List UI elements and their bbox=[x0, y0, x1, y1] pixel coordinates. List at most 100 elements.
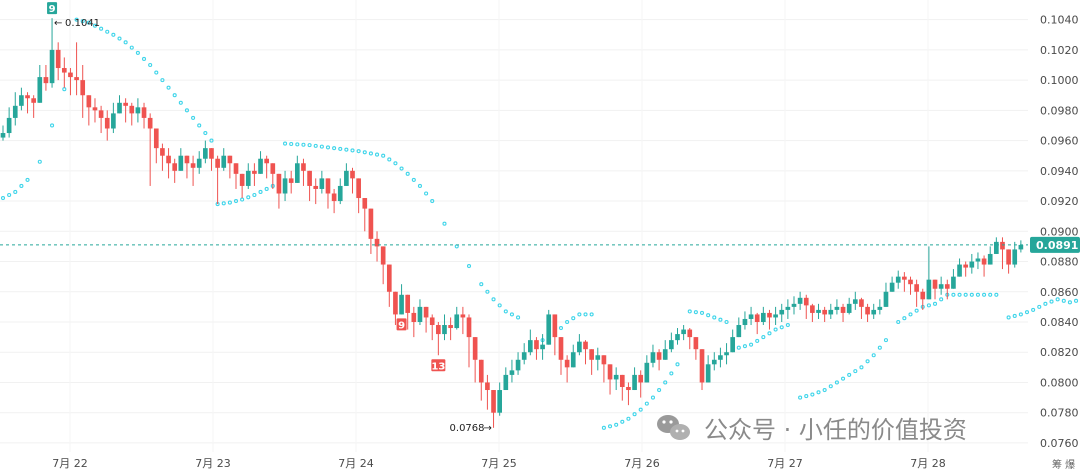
sar-dot bbox=[969, 292, 974, 297]
candle-body bbox=[773, 314, 778, 318]
sar-dot bbox=[203, 130, 208, 136]
candle-body bbox=[460, 314, 466, 318]
candle-body bbox=[938, 284, 944, 289]
sar-dot bbox=[693, 310, 698, 315]
sar-dot bbox=[442, 221, 447, 226]
sar-dot bbox=[307, 143, 312, 148]
candle-body bbox=[288, 178, 294, 183]
sar-dot bbox=[632, 412, 637, 417]
candle-body bbox=[951, 276, 956, 289]
sar-dot bbox=[712, 315, 717, 320]
candle-body bbox=[92, 107, 98, 111]
candle-body bbox=[564, 359, 570, 368]
candle-body bbox=[393, 291, 398, 315]
sar-dot bbox=[669, 371, 674, 376]
candle-body bbox=[454, 314, 460, 329]
candle-body bbox=[86, 95, 92, 108]
candle-body bbox=[1012, 249, 1018, 265]
candle-body bbox=[889, 282, 895, 292]
sar-dot bbox=[761, 335, 766, 340]
sar-dot bbox=[896, 319, 901, 325]
candle-body bbox=[883, 291, 889, 307]
candle-body bbox=[147, 117, 153, 129]
candle-body bbox=[43, 77, 49, 84]
candle-body bbox=[0, 133, 6, 138]
candle-body bbox=[607, 364, 613, 380]
current-price-tag-background bbox=[1030, 236, 1080, 253]
sar-dot bbox=[362, 150, 367, 155]
sar-dot bbox=[724, 319, 729, 325]
sar-dot bbox=[332, 146, 337, 151]
sar-dot bbox=[939, 297, 944, 302]
current-price-tag: 0.0891 bbox=[1030, 236, 1080, 253]
candle-body bbox=[540, 344, 545, 350]
y-axis: 0.1040 0.1020 0.1000 0.0980 0.0960 0.0940 0.09… bbox=[1040, 14, 1079, 450]
sar-dot bbox=[129, 45, 134, 50]
sar-dot bbox=[865, 359, 870, 364]
candle-body bbox=[31, 98, 36, 103]
sar-dot bbox=[466, 264, 472, 269]
sar-dot bbox=[411, 177, 416, 182]
candle-body bbox=[276, 173, 282, 194]
sar-dot bbox=[503, 309, 508, 314]
candle-body bbox=[55, 49, 61, 69]
candle-body bbox=[724, 352, 729, 356]
td-sequential-tags: 9 9 13 bbox=[47, 2, 446, 372]
candle-body bbox=[675, 334, 680, 341]
candle-body bbox=[264, 158, 269, 164]
candle-body bbox=[705, 364, 711, 383]
candle-body bbox=[325, 178, 331, 194]
sar-dot bbox=[154, 70, 159, 75]
candle-body bbox=[748, 314, 754, 319]
sar-dot bbox=[344, 147, 349, 152]
sar-dot bbox=[1037, 304, 1042, 309]
candle-body bbox=[944, 284, 950, 289]
sar-dot bbox=[387, 157, 392, 162]
y-tick-label: 0.1000 bbox=[1040, 74, 1079, 87]
candle-body bbox=[129, 105, 135, 114]
sar-dot bbox=[755, 338, 760, 343]
candle-body bbox=[521, 352, 527, 360]
x-tick-label: 7月 25 bbox=[481, 457, 517, 470]
candle-body bbox=[527, 340, 533, 353]
candle-body bbox=[386, 264, 392, 292]
x-tick-label: 7月 28 bbox=[910, 457, 946, 470]
candle-body bbox=[791, 303, 797, 307]
candle-body bbox=[828, 309, 834, 315]
candle-body bbox=[957, 264, 962, 277]
sar-dot bbox=[62, 87, 67, 92]
sar-dot bbox=[626, 416, 631, 421]
sar-dot bbox=[485, 289, 490, 294]
candle-body bbox=[252, 170, 257, 174]
candle-body bbox=[166, 155, 171, 164]
candle-body bbox=[552, 314, 558, 338]
candle-body bbox=[448, 325, 453, 329]
watermark-text: 公众号 · 小任的价值投资 bbox=[704, 416, 967, 444]
td-tag-background bbox=[396, 318, 407, 331]
candle-body bbox=[503, 374, 509, 391]
wechat-logo-icon bbox=[657, 415, 690, 440]
sar-dot bbox=[289, 141, 294, 147]
candle-body bbox=[877, 306, 883, 310]
candle-body bbox=[570, 352, 576, 368]
sar-dot bbox=[111, 32, 116, 37]
candle-body bbox=[356, 178, 361, 199]
candle-body bbox=[846, 303, 852, 313]
candle-body bbox=[644, 362, 650, 383]
sar-dot bbox=[105, 29, 110, 34]
sar-dot bbox=[338, 146, 343, 151]
sar-dot bbox=[902, 316, 907, 321]
sar-dot bbox=[779, 325, 784, 330]
candle-body bbox=[368, 208, 374, 239]
candle-body bbox=[699, 349, 705, 383]
x-tick-label: 7月 24 bbox=[338, 457, 374, 470]
sar-dot bbox=[650, 395, 656, 400]
current-price-value: 0.0891 bbox=[1036, 239, 1078, 252]
candlestick-series bbox=[0, 18, 1024, 428]
sar-dot bbox=[749, 342, 754, 347]
candle-body bbox=[239, 173, 245, 186]
sar-dot bbox=[926, 303, 931, 308]
candle-body bbox=[221, 155, 227, 168]
candle-body bbox=[319, 178, 325, 189]
